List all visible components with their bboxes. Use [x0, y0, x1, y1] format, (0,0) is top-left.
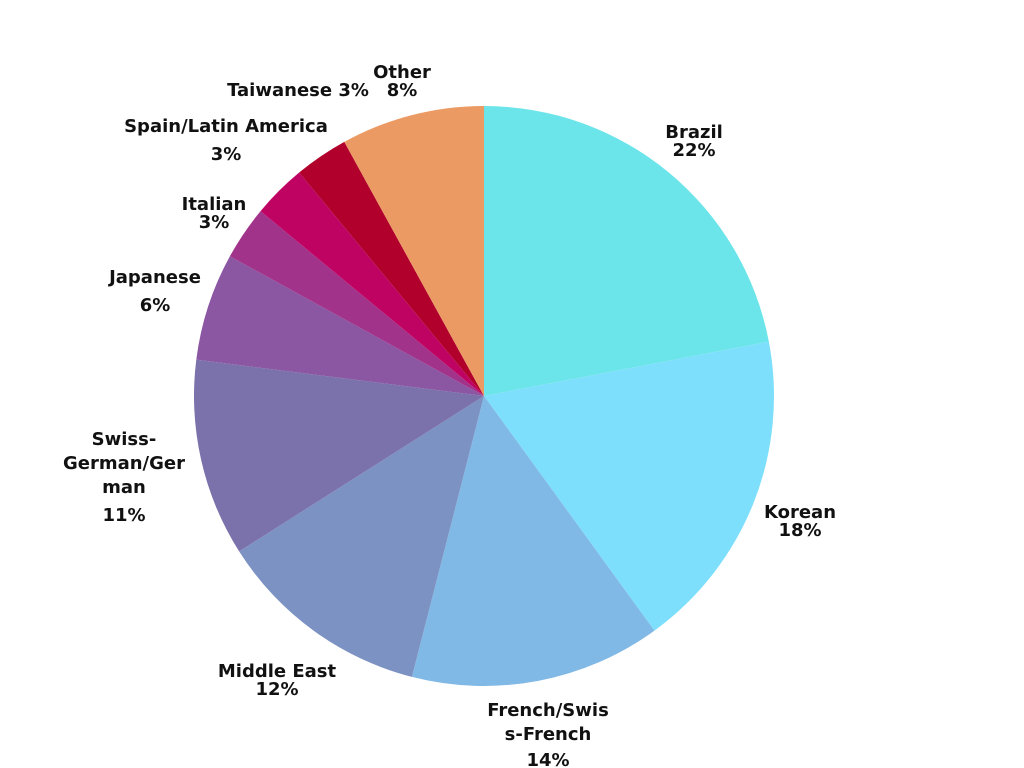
pie-slice-middle-east [239, 396, 484, 677]
pie-slices [194, 106, 774, 686]
pie-label-spain: Spain/Latin America 3% [124, 116, 328, 165]
pie-labels: Brazil 22% Korean 18% French/Swis s-French 14%… [63, 62, 836, 768]
pie-label-other: Other 8% [373, 62, 431, 101]
pie-slice-japanese [196, 256, 485, 396]
pie-slice-spain [260, 172, 484, 396]
pie-slice-other [344, 106, 484, 396]
pie-label-german: Swiss-German/Ger man 11% [63, 429, 185, 526]
pie-slice-italian [229, 211, 484, 396]
pie-slice-french [411, 396, 655, 686]
pie-label-korean: Korean 18% [764, 502, 836, 541]
pie-label-japanese: Japanese 6% [107, 267, 201, 316]
pie-slice-brazil [484, 106, 769, 396]
pie-label-italian: Italian 3% [182, 194, 247, 233]
pie-label-taiwanese: Taiwanese 3% [227, 80, 369, 101]
pie-slice-korean [484, 341, 774, 631]
pie-slice-german [194, 359, 484, 552]
pie-label-brazil: Brazil 22% [665, 122, 723, 161]
pie-label-middle-east: Middle East 12% [218, 661, 337, 700]
pie-slice-taiwanese [299, 141, 484, 396]
pie-label-french: French/Swis s-French 14% [487, 700, 609, 768]
